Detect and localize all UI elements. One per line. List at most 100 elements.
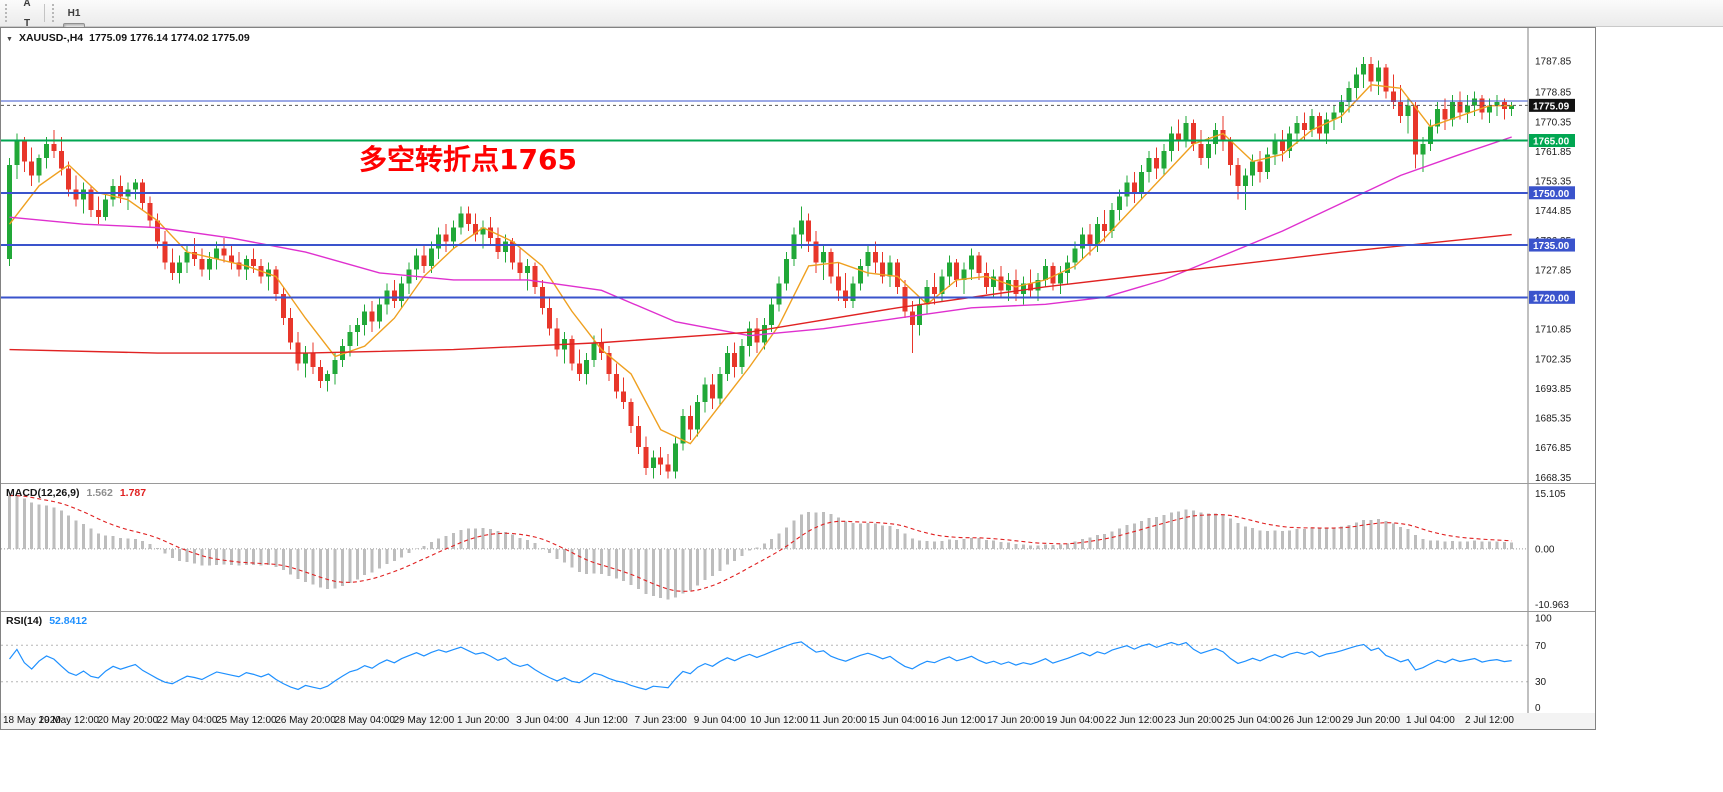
candle xyxy=(451,220,456,249)
candle xyxy=(1501,98,1507,120)
price-line-label: 1720.00 xyxy=(1533,293,1570,304)
candle xyxy=(665,454,671,479)
toolbar-grip[interactable] xyxy=(5,4,11,22)
rsi-scale-label: 100 xyxy=(1535,614,1552,625)
candle xyxy=(687,405,693,441)
candle xyxy=(465,206,471,232)
time-axis-label: 3 Jun 04:00 xyxy=(516,715,569,726)
candle xyxy=(717,367,723,406)
price-scale-label: 1676.85 xyxy=(1535,443,1572,454)
candle xyxy=(303,346,308,378)
time-axis-label: 25 Jun 04:00 xyxy=(1223,715,1282,726)
candle xyxy=(1265,147,1270,179)
candle xyxy=(1272,133,1278,165)
price-scale-label: 1744.85 xyxy=(1535,206,1572,217)
candle xyxy=(702,377,708,413)
candle xyxy=(599,328,604,361)
candle xyxy=(1013,269,1019,301)
candle xyxy=(1250,154,1256,186)
chart-window: 1787.85 1778.85 1770.35 1761.85 1753.35 1744.… xyxy=(0,27,1596,730)
pane-splitter[interactable] xyxy=(1,483,1595,484)
candle xyxy=(562,332,567,364)
candle xyxy=(828,248,834,284)
text-tool-button[interactable]: T xyxy=(16,13,38,33)
rsi-scale-label: 30 xyxy=(1535,677,1547,688)
rsi-pane[interactable]: 100 70 30 0 RSI(14) 52.8412 xyxy=(1,612,1595,713)
price-scale-label: 1787.85 xyxy=(1535,56,1572,67)
candle xyxy=(1398,84,1404,124)
candle xyxy=(525,258,530,291)
candle xyxy=(1442,98,1448,131)
candle xyxy=(673,436,678,479)
candle xyxy=(288,307,294,350)
price-line-label-box xyxy=(1529,134,1575,148)
candle xyxy=(1168,126,1174,162)
ma-fast-line xyxy=(8,84,1512,445)
cursor-a-tool-button[interactable]: A xyxy=(16,0,38,13)
annotation-text-object[interactable]: 多空转折点1765 xyxy=(359,143,577,176)
price-line-label: 1765.00 xyxy=(1533,137,1570,148)
candle xyxy=(1390,74,1396,110)
candle xyxy=(1509,101,1515,117)
candle xyxy=(695,394,701,437)
candle xyxy=(132,178,138,200)
candle xyxy=(961,262,967,294)
main-chart-pane[interactable]: 1787.85 1778.85 1770.35 1761.85 1753.35 1744.… xyxy=(1,28,1595,483)
candle xyxy=(1324,112,1330,144)
time-axis-label: 9 Jun 04:00 xyxy=(693,715,747,726)
candle xyxy=(125,182,131,211)
time-axis-label: 25 May 12:00 xyxy=(215,715,277,726)
toolbar-grip[interactable] xyxy=(52,4,58,22)
macd-signal-value: 1.787 xyxy=(119,487,147,499)
candle xyxy=(7,157,12,266)
macd-pane[interactable]: 15.105 0.00 -10.963 MACD(12,26,9) 1.562 1.… xyxy=(1,484,1595,611)
candle xyxy=(1287,126,1293,158)
candle xyxy=(384,283,390,315)
candle xyxy=(1057,265,1063,294)
rsi-label: RSI(14) 52.8412 xyxy=(6,615,87,627)
toolbar: ▥AT⇅▾ M1M5M15M30H1H4D1W1MN xyxy=(0,0,1723,99)
time-axis-label: 26 May 20:00 xyxy=(275,715,336,726)
candle xyxy=(547,297,553,336)
candle xyxy=(724,346,730,381)
macd-histogram xyxy=(8,495,1514,600)
ohlc-values: 1775.09 1776.14 1774.02 1775.09 xyxy=(89,32,250,44)
candle xyxy=(169,248,175,280)
candle xyxy=(858,258,863,291)
candle xyxy=(1072,241,1078,270)
macd-canvas: 15.105 0.00 -10.963 xyxy=(1,484,1569,611)
candle xyxy=(177,255,183,284)
candle xyxy=(1353,67,1359,99)
price-scale-label: 1778.85 xyxy=(1535,88,1572,99)
pane-splitter[interactable] xyxy=(1,611,1595,612)
time-axis[interactable]: 18 May 2020 19 May 12:00 20 May 20:00 22 Ma… xyxy=(1,713,1595,729)
candle xyxy=(162,231,168,270)
price-scale-label: 1761.85 xyxy=(1535,147,1572,158)
candle xyxy=(872,241,878,273)
time-axis-label: 22 Jun 12:00 xyxy=(1105,715,1164,726)
price-scale-label: 1710.85 xyxy=(1535,325,1572,336)
macd-name: MACD(12,26,9) xyxy=(6,487,80,499)
candle xyxy=(1080,227,1085,259)
candle xyxy=(310,342,316,374)
candle xyxy=(66,161,72,197)
candle xyxy=(813,231,819,273)
time-axis-label: 2 Jul 12:00 xyxy=(1465,715,1514,726)
time-axis-label: 22 May 04:00 xyxy=(156,715,218,726)
candle xyxy=(887,255,893,287)
timeframe-h1-button[interactable]: H1 xyxy=(63,3,85,23)
price-scale-label: 1727.85 xyxy=(1535,265,1572,276)
candle xyxy=(584,353,590,385)
candle xyxy=(36,154,42,183)
candle xyxy=(606,346,612,381)
candle xyxy=(991,269,997,298)
candle xyxy=(628,398,634,434)
time-axis-label: 15 Jun 04:00 xyxy=(868,715,927,726)
candle xyxy=(95,196,101,225)
candle xyxy=(221,238,227,263)
time-axis-label: 29 Jun 20:00 xyxy=(1342,715,1401,726)
candle xyxy=(1405,98,1411,134)
ma-slow-line xyxy=(9,233,1512,354)
toolbar-separator xyxy=(44,4,45,22)
candle xyxy=(680,408,686,451)
